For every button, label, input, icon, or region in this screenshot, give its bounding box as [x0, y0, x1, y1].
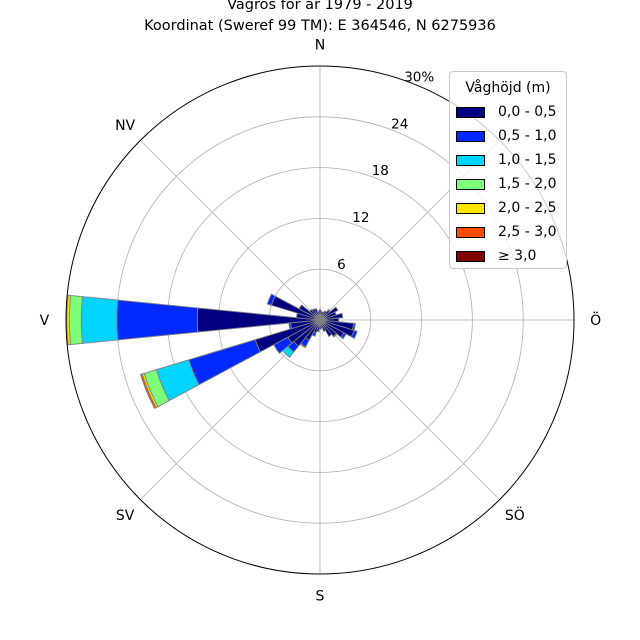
- grid-spoke: [140, 140, 321, 321]
- radial-tick-label: 12: [352, 210, 369, 226]
- polar-frame: [65, 65, 575, 575]
- legend-item: ≥ 3,0: [456, 248, 536, 264]
- grid-spoke: [319, 319, 500, 500]
- radial-tick-label: 30%: [404, 69, 434, 85]
- legend-label: 2,5 - 3,0: [498, 224, 557, 240]
- rose-bar-segment: [116, 299, 199, 341]
- legend-label: 0,0 - 0,5: [498, 104, 557, 120]
- rose-bar-segment: [266, 293, 276, 306]
- legend-swatch: [456, 130, 485, 142]
- legend-item: 1,0 - 1,5: [456, 152, 556, 168]
- rose-bar-segment: [319, 319, 333, 338]
- rose-bar-segment: [319, 306, 339, 321]
- rose-bar-segment: [313, 308, 321, 321]
- direction-label: Ö: [590, 311, 601, 329]
- legend-item: 0,5 - 1,0: [456, 128, 556, 144]
- radial-tick-label: 6: [337, 257, 346, 273]
- legend-label: 1,5 - 2,0: [498, 176, 557, 192]
- rose-bar-segment: [68, 294, 83, 346]
- legend-item: 0,0 - 0,5: [456, 104, 556, 120]
- legend-swatch: [456, 154, 485, 166]
- legend-item: 2,0 - 2,5: [456, 200, 556, 216]
- rose-bar-segment: [350, 329, 358, 339]
- chart-title: Vågros för år 1979 - 2019: [227, 0, 413, 13]
- radial-tick-label: 18: [372, 163, 389, 179]
- rose-bar-segment: [188, 339, 261, 386]
- legend-item: 2,5 - 3,0: [456, 224, 556, 240]
- legend-swatch: [456, 106, 485, 118]
- direction-label: SV: [116, 508, 135, 524]
- rose-bar-segment: [80, 296, 119, 344]
- legend-swatch: [456, 226, 485, 238]
- legend: Våghöjd (m) 0,0 - 0,5 0,5 - 1,0 1,0 - 1,…: [449, 71, 567, 269]
- legend-label: 2,0 - 2,5: [498, 200, 557, 216]
- direction-label: NV: [115, 118, 135, 134]
- legend-label: 1,0 - 1,5: [498, 152, 557, 168]
- legend-swatch: [456, 250, 485, 262]
- rose-bar-segment: [340, 332, 347, 340]
- rose-bar-segment: [139, 373, 157, 410]
- legend-swatch: [456, 178, 485, 190]
- legend-item: 1,5 - 2,0: [456, 176, 556, 192]
- rose-bar-segment: [316, 311, 321, 321]
- legend-swatch: [456, 202, 485, 214]
- chart-subtitle: Koordinat (Sweref 99 TM): E 364546, N 62…: [144, 18, 496, 34]
- direction-label: SÖ: [505, 506, 525, 524]
- legend-label: ≥ 3,0: [498, 248, 537, 264]
- legend-label: 0,5 - 1,0: [498, 128, 557, 144]
- legend-title: Våghöjd (m): [465, 80, 551, 96]
- direction-label: V: [40, 313, 50, 329]
- direction-label: N: [315, 37, 325, 53]
- rose-bar-segment: [319, 319, 327, 332]
- rose-bar-segment: [332, 332, 338, 338]
- rose-bar-segment: [319, 312, 344, 321]
- direction-label: S: [316, 589, 325, 605]
- rose-bar-segment: [311, 308, 321, 321]
- radial-tick-label: 24: [391, 116, 408, 132]
- rose-bar-segment: [66, 294, 72, 346]
